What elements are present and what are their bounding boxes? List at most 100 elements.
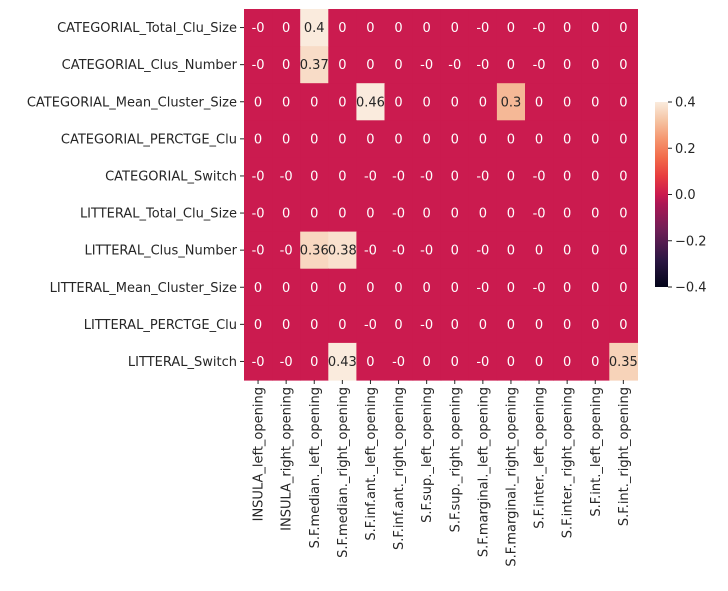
heatmap-cell: [244, 9, 273, 47]
y-tick-label: LITTERAL_PERCTGE_Clu: [84, 318, 237, 333]
heatmap-cell: [412, 231, 442, 270]
cell-value-label: 0: [338, 318, 346, 333]
cell-value-label: 0: [254, 95, 262, 110]
cell-value-label: 0: [282, 207, 290, 222]
cell-value-label: 0: [619, 281, 627, 296]
heatmap-cell: [272, 268, 301, 307]
heatmap-cell: [244, 231, 273, 270]
heatmap-cell: [384, 46, 414, 84]
cell-value-label: 0: [254, 132, 262, 147]
y-tick-label: LITTERAL_Total_Clu_Size: [80, 207, 237, 222]
heatmap-cell: [384, 231, 414, 270]
cell-value-label: 0: [451, 318, 459, 333]
cell-value-label: 0: [338, 21, 346, 36]
heatmap-cell: [244, 120, 273, 158]
cell-value-label: 0: [394, 132, 402, 147]
cell-value-label: -0: [448, 58, 461, 73]
cell-value-label: 0: [366, 207, 374, 222]
cell-value-label: 0: [254, 281, 262, 296]
cell-value-label: 0: [423, 95, 431, 110]
cell-value-label: 0: [591, 21, 599, 36]
heatmap-cell: [356, 46, 386, 84]
heatmap-cell: [440, 194, 470, 233]
cell-value-label: 0: [451, 207, 459, 222]
heatmap-cell: [328, 157, 357, 196]
heatmap-cell: [412, 157, 442, 196]
heatmap-cell: [412, 120, 442, 158]
cell-value-label: 0.36: [300, 244, 329, 259]
heatmap-cells: [244, 9, 638, 381]
cell-value-label: 0: [310, 355, 318, 370]
heatmap-cell: [609, 83, 638, 121]
heatmap-cell: [272, 9, 301, 47]
cell-value-label: -0: [280, 169, 293, 184]
cell-value-label: -0: [252, 58, 265, 73]
cell-value-label: 0: [591, 169, 599, 184]
heatmap-cell: [272, 83, 301, 121]
heatmap-cell: [525, 305, 554, 344]
heatmap-cell: [384, 9, 414, 47]
heatmap-cell: [244, 305, 273, 344]
cell-value-label: 0: [563, 95, 571, 110]
cell-value-label: 0: [394, 95, 402, 110]
cell-value-label: 0: [338, 207, 346, 222]
heatmap-cell: [384, 120, 414, 158]
heatmap-cell: [272, 46, 301, 84]
cell-value-label: 0: [563, 21, 571, 36]
heatmap-cell: [581, 83, 610, 121]
cell-value-label: 0: [563, 132, 571, 147]
cell-value-label: 0: [619, 58, 627, 73]
heatmap-cell: [272, 120, 301, 158]
cell-value-label: 0: [479, 95, 487, 110]
cell-value-label: 0: [451, 95, 459, 110]
cell-value-label: 0: [366, 281, 374, 296]
heatmap-cell: [496, 9, 526, 47]
x-tick-label: INSULA_right_opening: [280, 387, 295, 531]
cell-value-label: 0: [451, 244, 459, 259]
cell-value-label: -0: [476, 58, 489, 73]
cell-value-label: 0: [338, 132, 346, 147]
cell-value-label: -0: [533, 281, 546, 296]
cell-value-label: 0: [619, 132, 627, 147]
heatmap-cell: [440, 83, 470, 121]
cell-value-label: 0: [282, 318, 290, 333]
heatmap-cell: [553, 194, 582, 233]
cell-value-label: -0: [392, 169, 405, 184]
cell-value-label: 0: [423, 281, 431, 296]
cell-value-label: 0.38: [328, 244, 357, 259]
cell-value-label: 0: [310, 207, 318, 222]
heatmap-cell: [384, 342, 414, 381]
heatmap-cell: [244, 342, 273, 381]
cell-value-label: 0: [338, 281, 346, 296]
heatmap-cell: [440, 231, 470, 270]
cell-value-label: 0: [423, 132, 431, 147]
cell-value-label: 0: [619, 169, 627, 184]
heatmap-cell: [581, 157, 610, 196]
heatmap-cell: [384, 83, 414, 121]
heatmap-cell: [525, 231, 554, 270]
heatmap-cell: [553, 46, 582, 84]
heatmap-cell: [553, 83, 582, 121]
cell-value-label: 0: [507, 58, 515, 73]
cell-value-label: 0: [535, 244, 543, 259]
heatmap-cell: [300, 194, 329, 233]
heatmap-cell: [300, 46, 329, 84]
heatmap-cell: [300, 9, 329, 47]
heatmap-cell: [525, 268, 554, 307]
cell-value-label: 0: [591, 244, 599, 259]
heatmap-cell: [440, 305, 470, 344]
cell-value-label: -0: [420, 169, 433, 184]
colorbar-tick-label: 0.2: [675, 142, 696, 157]
cell-value-label: 0: [535, 95, 543, 110]
heatmap-cell: [496, 342, 526, 381]
heatmap-cell: [328, 9, 357, 47]
cell-value-label: 0: [591, 95, 599, 110]
cell-value-label: 0: [563, 318, 571, 333]
heatmap-cell: [468, 268, 498, 307]
cell-value-label: 0: [507, 355, 515, 370]
cell-value-label: 0: [310, 132, 318, 147]
cell-value-label: 0: [507, 21, 515, 36]
y-tick-labels: CATEGORIAL_Total_Clu_Size CATEGORIAL_Clus…: [27, 21, 244, 370]
heatmap-cell: [525, 120, 554, 158]
heatmap-cell: [468, 83, 498, 121]
